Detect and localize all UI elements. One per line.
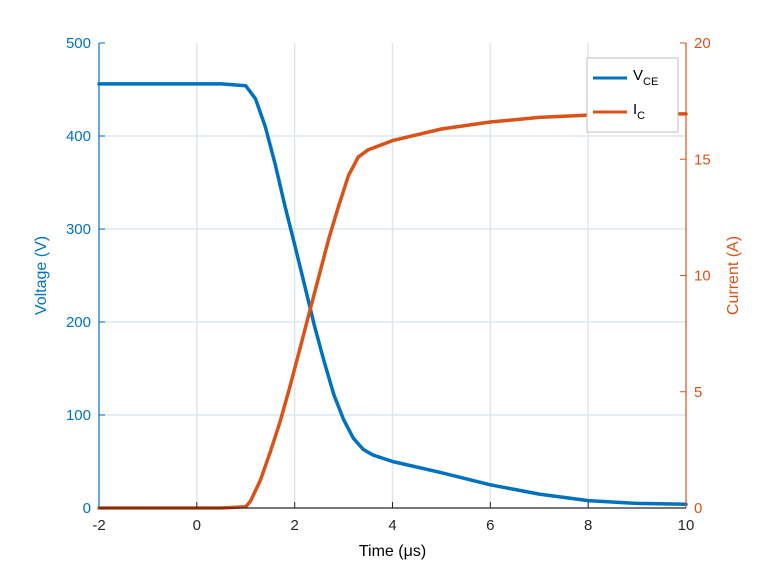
- x-tick-label: 8: [584, 517, 592, 534]
- legend-label-vce-subscript: CE: [643, 76, 658, 88]
- data-point-vce: [537, 492, 541, 496]
- x-tick-label: 0: [193, 517, 201, 534]
- data-point-vce: [439, 471, 444, 475]
- y-axis-left-label: Voltage (V): [33, 236, 50, 315]
- y-right-tick-label: 5: [694, 384, 702, 401]
- legend-label-vce: VCE: [633, 67, 658, 88]
- y-axis-right-label: Current (A): [725, 236, 742, 315]
- y-right-tick-label: 20: [694, 35, 711, 52]
- data-point-vce: [302, 283, 307, 287]
- data-point-ic: [537, 115, 541, 119]
- data-point-ic: [327, 236, 331, 240]
- data-point-vce: [635, 501, 639, 505]
- data-point-vce: [293, 243, 297, 247]
- data-point-vce: [361, 447, 365, 452]
- data-point-vce: [244, 84, 248, 88]
- data-point-vce: [586, 498, 590, 503]
- y-left-tick-label: 200: [66, 314, 91, 331]
- data-point-vce: [322, 359, 326, 363]
- data-point-ic: [488, 120, 492, 124]
- data-point-ic: [337, 204, 341, 208]
- data-point-vce: [312, 323, 316, 327]
- y-left-tick-label: 300: [66, 221, 91, 238]
- data-point-vce: [283, 204, 287, 208]
- data-point-vce: [146, 82, 150, 86]
- data-point-ic: [366, 148, 370, 152]
- x-tick-label: 4: [388, 517, 396, 534]
- data-point-ic: [278, 420, 282, 424]
- data-point-vce: [341, 418, 346, 422]
- x-tick-label: 6: [486, 517, 494, 534]
- legend-box: [586, 57, 679, 133]
- y-left-tick-label: 500: [66, 35, 91, 52]
- data-point-vce: [371, 453, 375, 457]
- data-point-vce: [263, 125, 267, 129]
- legend-label-ic-subscript: C: [637, 110, 645, 122]
- y-right-tick-label: 15: [694, 151, 711, 168]
- data-point-ic: [356, 155, 360, 159]
- y-left-tick-label: 0: [83, 500, 91, 517]
- data-point-vce: [390, 459, 395, 464]
- data-point-ic: [288, 385, 292, 389]
- legend: VCE IC: [586, 57, 679, 133]
- data-point-ic: [258, 478, 263, 482]
- x-axis-label: Time (μs): [359, 543, 426, 560]
- x-tick-label: -2: [92, 517, 105, 534]
- data-point-vce: [195, 82, 199, 86]
- data-point-ic: [307, 311, 311, 315]
- data-point-ic: [439, 127, 444, 131]
- data-point-vce: [351, 436, 355, 440]
- legend-label-vce-main: V: [633, 67, 643, 84]
- data-point-vce: [253, 97, 258, 101]
- y-right-tick-label: 0: [694, 500, 702, 517]
- data-point-vce: [488, 483, 492, 487]
- data-point-ic: [268, 450, 272, 454]
- x-tick-label: 10: [678, 517, 695, 534]
- legend-label-ic: IC: [633, 101, 645, 122]
- data-point-vce: [273, 162, 277, 166]
- y-right-tick-label: 10: [694, 268, 711, 285]
- data-point-vce: [332, 392, 336, 397]
- data-point-ic: [346, 173, 351, 178]
- data-point-ic: [390, 139, 395, 143]
- y-left-tick-label: 400: [66, 128, 91, 145]
- y-left-tick-label: 100: [66, 407, 91, 424]
- legend-label-ic-main: I: [633, 101, 637, 118]
- data-point-ic: [297, 348, 302, 352]
- x-tick-label: 2: [290, 517, 298, 534]
- data-point-vce: [219, 82, 223, 86]
- axes: [98, 42, 687, 509]
- data-point-ic: [317, 273, 321, 278]
- series-layer: [97, 82, 688, 510]
- data-point-ic: [249, 499, 253, 503]
